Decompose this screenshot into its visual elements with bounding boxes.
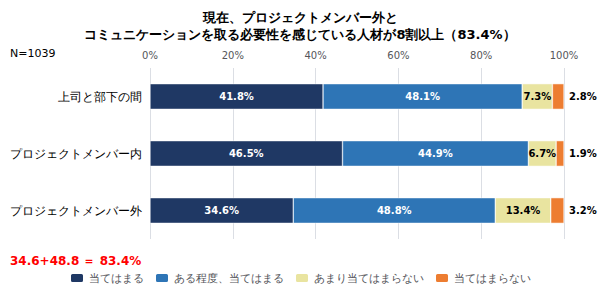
svg-text:7.3%: 7.3% <box>523 91 551 102</box>
svg-text:当てはまらない: 当てはまらない <box>454 272 531 285</box>
svg-text:13.4%: 13.4% <box>506 205 541 216</box>
svg-text:現在、プロジェクトメンバー外と: 現在、プロジェクトメンバー外と <box>202 10 398 25</box>
svg-text:上司と部下の間: 上司と部下の間 <box>58 90 142 104</box>
svg-text:46.5%: 46.5% <box>229 148 264 159</box>
svg-text:ある程度、当てはまる: ある程度、当てはまる <box>174 272 284 285</box>
svg-text:1.9%: 1.9% <box>569 148 597 159</box>
svg-text:2.8%: 2.8% <box>569 91 597 102</box>
svg-text:コミュニケーションを取る必要性を感じている人材が8割以上（8: コミュニケーションを取る必要性を感じている人材が8割以上（83.4%） <box>84 27 515 42</box>
svg-text:44.9%: 44.9% <box>418 148 453 159</box>
svg-text:34.6%: 34.6% <box>204 205 239 216</box>
svg-text:6.7%: 6.7% <box>528 148 556 159</box>
svg-text:0%: 0% <box>142 50 158 61</box>
svg-text:当てはまる: 当てはまる <box>89 272 144 285</box>
svg-text:40%: 40% <box>304 50 326 61</box>
svg-text:20%: 20% <box>222 50 244 61</box>
svg-text:60%: 60% <box>387 50 409 61</box>
svg-text:34.6+48.8 ＝ 83.4%: 34.6+48.8 ＝ 83.4% <box>10 254 141 268</box>
svg-text:48.1%: 48.1% <box>405 91 440 102</box>
svg-text:41.8%: 41.8% <box>219 91 254 102</box>
svg-text:プロジェクトメンバー内: プロジェクトメンバー内 <box>10 147 142 161</box>
svg-text:N=1039: N=1039 <box>10 47 55 60</box>
svg-text:80%: 80% <box>470 50 492 61</box>
svg-text:3.2%: 3.2% <box>569 205 597 216</box>
svg-text:100%: 100% <box>550 50 579 61</box>
svg-text:プロジェクトメンバー外: プロジェクトメンバー外 <box>10 204 142 218</box>
svg-text:48.8%: 48.8% <box>377 205 412 216</box>
svg-text:あまり当てはまらない: あまり当てはまらない <box>314 272 424 285</box>
